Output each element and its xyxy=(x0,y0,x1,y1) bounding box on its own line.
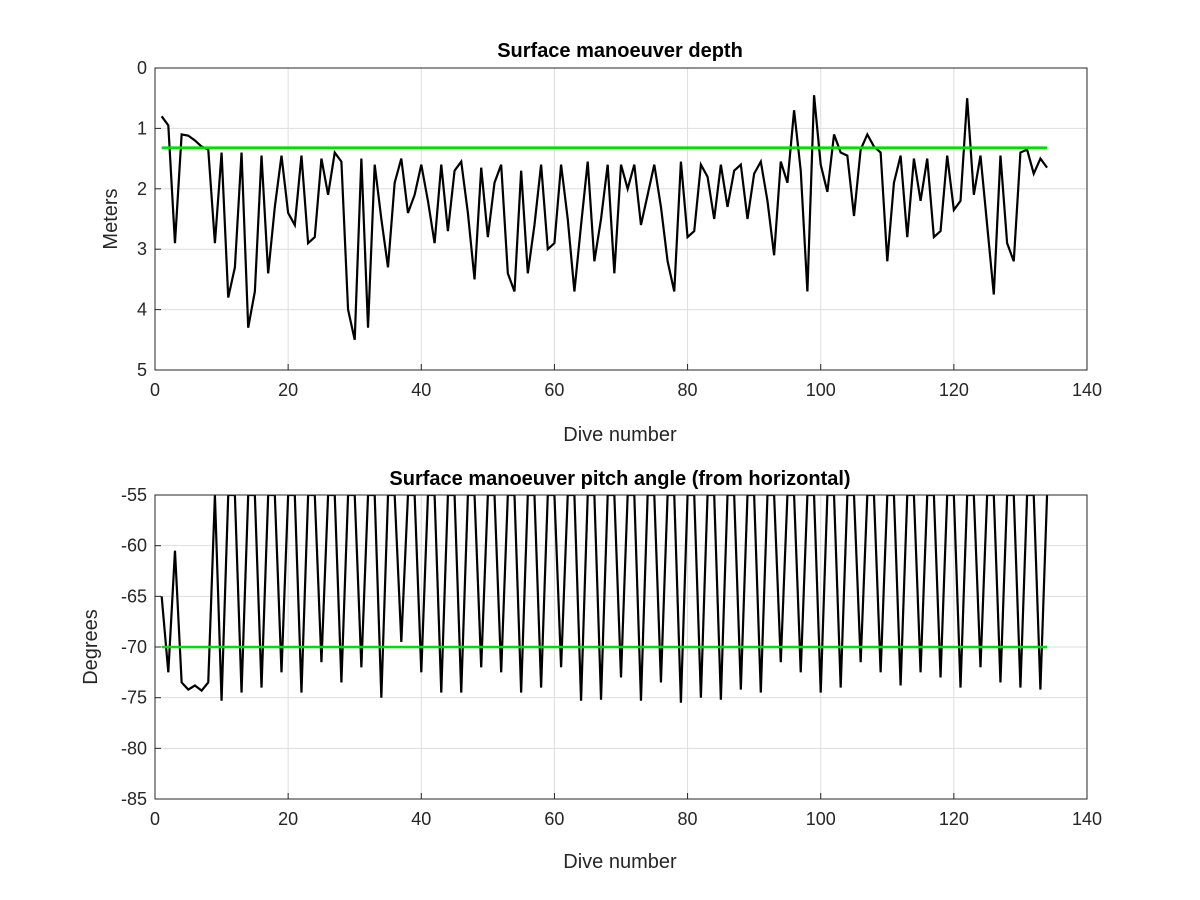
depth-y-tick-label: 3 xyxy=(137,239,147,259)
depth-x-tick-label: 80 xyxy=(678,380,698,400)
depth-chart: Surface manoeuver depth Dive number Mete… xyxy=(100,40,1102,446)
pitch-x-tick-label: 80 xyxy=(678,809,698,829)
depth-axes-frame xyxy=(154,67,1088,371)
depth-x-tick-label: 20 xyxy=(278,380,298,400)
pitch-data-line xyxy=(160,495,1049,703)
pitch-y-axis-label: Degrees xyxy=(80,609,102,685)
pitch-x-tick-label: 0 xyxy=(150,809,160,829)
pitch-x-tick-label: 60 xyxy=(544,809,564,829)
depth-y-tick-label: 2 xyxy=(137,179,147,199)
depth-chart-title: Surface manoeuver depth xyxy=(497,40,743,62)
depth-y-tick-label: 4 xyxy=(137,300,147,320)
pitch-y-tick-label: -55 xyxy=(121,485,147,505)
depth-y-tick-label: 1 xyxy=(137,118,147,138)
depth-x-tick-label: 0 xyxy=(150,380,160,400)
depth-x-tick-label: 140 xyxy=(1072,380,1102,400)
pitch-y-tick-label: -60 xyxy=(121,536,147,556)
pitch-y-tick-label: -70 xyxy=(121,637,147,657)
depth-x-axis-label: Dive number xyxy=(563,424,677,446)
pitch-x-tick-label: 100 xyxy=(806,809,836,829)
depth-x-tick-label: 40 xyxy=(411,380,431,400)
pitch-chart-title: Surface manoeuver pitch angle (from hori… xyxy=(389,468,850,490)
depth-x-tick-label: 120 xyxy=(939,380,969,400)
pitch-x-axis-label: Dive number xyxy=(563,851,677,873)
pitch-x-tick-label: 40 xyxy=(411,809,431,829)
pitch-y-tick-label: -85 xyxy=(121,789,147,809)
pitch-x-tick-label: 120 xyxy=(939,809,969,829)
pitch-axes-frame xyxy=(154,494,1088,800)
depth-x-tick-label: 100 xyxy=(806,380,836,400)
pitch-y-tick-label: -75 xyxy=(121,688,147,708)
pitch-y-tick-label: -65 xyxy=(121,586,147,606)
depth-data-line xyxy=(160,95,1048,341)
pitch-y-tick-label: -80 xyxy=(121,738,147,758)
pitch-chart: Surface manoeuver pitch angle (from hori… xyxy=(80,468,1102,873)
depth-x-tick-label: 60 xyxy=(544,380,564,400)
pitch-x-tick-label: 20 xyxy=(278,809,298,829)
depth-y-tick-label: 0 xyxy=(137,58,147,78)
depth-y-axis-label: Meters xyxy=(100,188,122,249)
pitch-x-tick-label: 140 xyxy=(1072,809,1102,829)
depth-y-tick-label: 5 xyxy=(137,360,147,380)
